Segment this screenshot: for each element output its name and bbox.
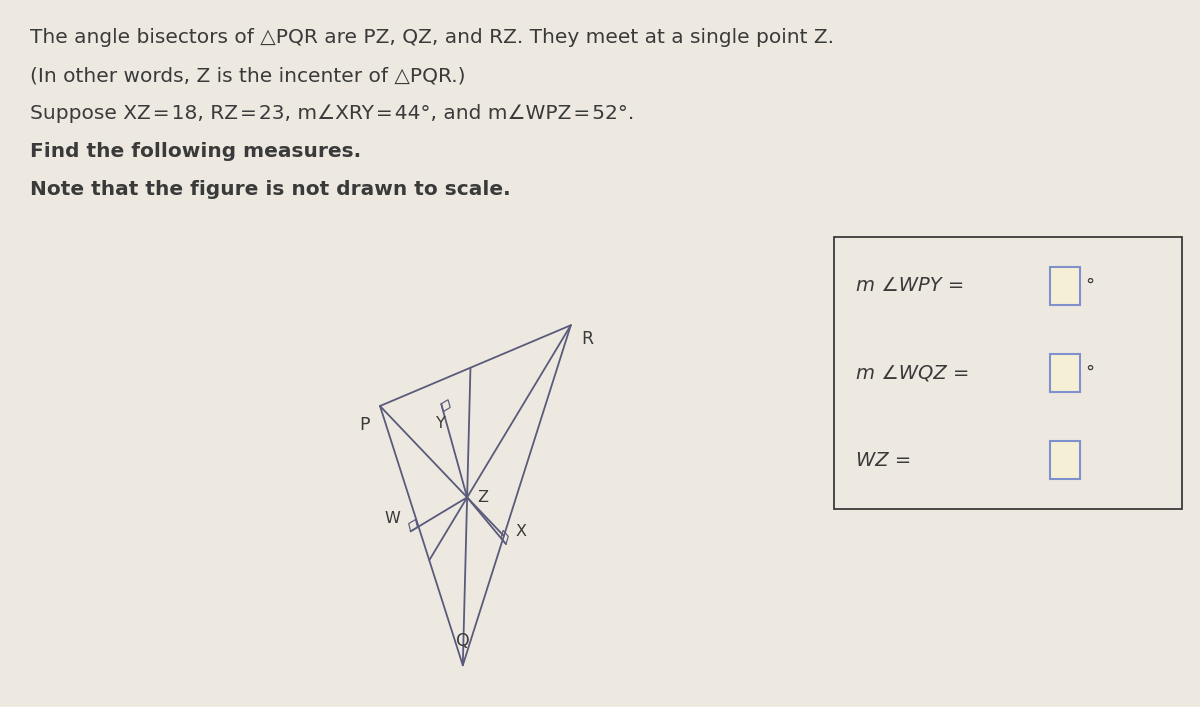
Bar: [1050, 441, 1080, 479]
Text: Suppose XZ = 18, RZ = 23, m∠XRY = 44°, and m∠WPZ = 52°.: Suppose XZ = 18, RZ = 23, m∠XRY = 44°, a…: [30, 104, 635, 123]
Text: The angle bisectors of △PQR are PZ, QZ, and RZ. They meet at a single point Z.: The angle bisectors of △PQR are PZ, QZ, …: [30, 28, 834, 47]
Bar: [1050, 354, 1080, 392]
Text: °: °: [1085, 364, 1094, 382]
Text: °: °: [1085, 277, 1094, 295]
Text: X: X: [516, 524, 527, 539]
Text: Note that the figure is not drawn to scale.: Note that the figure is not drawn to sca…: [30, 180, 511, 199]
Bar: [834, 237, 1182, 509]
Text: P: P: [360, 416, 370, 434]
Text: Y: Y: [437, 416, 446, 431]
Text: m ∠WPY =: m ∠WPY =: [856, 276, 971, 296]
Text: WZ =: WZ =: [856, 450, 918, 469]
Bar: [1050, 267, 1080, 305]
Text: Q: Q: [456, 632, 469, 650]
Text: m ∠WQZ =: m ∠WQZ =: [856, 363, 976, 382]
Text: Z: Z: [478, 490, 488, 505]
Text: Find the following measures.: Find the following measures.: [30, 142, 361, 161]
Text: W: W: [385, 511, 401, 527]
Text: R: R: [581, 330, 593, 349]
Text: (In other words, Z is the incenter of △PQR.): (In other words, Z is the incenter of △P…: [30, 66, 466, 85]
